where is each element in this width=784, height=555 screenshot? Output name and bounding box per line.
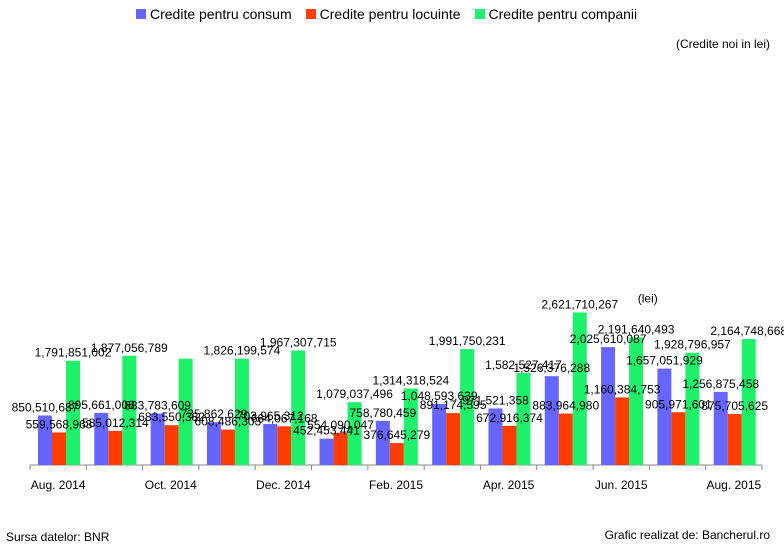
data-label-1-7: 891,174,595 — [420, 398, 487, 412]
bar-0-12 — [713, 391, 728, 465]
bar-1-8 — [502, 425, 517, 465]
bar-0-8 — [488, 408, 503, 465]
x-tick-label-4: Dec. 2014 — [256, 478, 311, 492]
x-tick-label-6: Feb. 2015 — [369, 478, 423, 492]
legend: Credite pentru consum Credite pentru loc… — [136, 6, 637, 22]
data-label-1-1: 585,012,314 — [82, 416, 149, 430]
legend-swatch-consum — [136, 9, 146, 19]
legend-label-companii: Credite pentru companii — [488, 6, 638, 22]
bar-2-0 — [66, 360, 80, 465]
bar-0-3 — [206, 422, 221, 465]
data-label-2-9: 2,621,710,267 — [541, 297, 618, 311]
bar-2-7 — [460, 349, 475, 465]
data-label-2-5: 1,079,037,496 — [316, 387, 393, 401]
data-label-0-1: 895,661,008 — [68, 398, 135, 412]
bar-1-1 — [108, 430, 123, 465]
bar-1-7 — [446, 413, 461, 465]
bar-2-12 — [741, 339, 756, 465]
bar-2-9 — [572, 312, 587, 465]
bar-0-11 — [657, 368, 672, 465]
bar-2-1 — [122, 355, 137, 465]
bar-2-4 — [291, 350, 306, 465]
data-label-0-11: 1,657,051,929 — [626, 354, 703, 368]
bar-0-1 — [94, 412, 109, 465]
bar-2-3 — [234, 358, 249, 465]
bar-0-6 — [375, 420, 390, 465]
bar-1-12 — [727, 414, 742, 465]
data-label-0-3: 735,862,629 — [181, 407, 248, 421]
data-label-2-12: 2,164,748,668 — [710, 324, 784, 338]
data-label-0-0: 850,510,687 — [12, 401, 79, 415]
data-source: Sursa datelor: BNR — [6, 530, 110, 544]
bar-2-10 — [629, 337, 644, 465]
bar-0-7 — [432, 403, 447, 465]
bar-1-11 — [671, 412, 686, 465]
bar-1-3 — [220, 429, 235, 465]
data-label-2-0: 1,791,851,002 — [35, 346, 112, 360]
data-label-1-8: 672,916,374 — [476, 411, 543, 425]
chart-credit: Grafic realizat de: Bancherul.ro — [604, 528, 770, 542]
data-label-1-9: 883,964,980 — [532, 399, 599, 413]
x-tick-label-0: Aug. 2014 — [31, 478, 86, 492]
data-label-1-4: 664,067,168 — [251, 411, 318, 425]
legend-item-companii: Credite pentru companii — [474, 6, 638, 22]
bar-0-10 — [601, 347, 616, 465]
data-label-1-12: 875,705,625 — [701, 399, 768, 413]
bar-2-6 — [403, 388, 418, 465]
bar-0-5 — [319, 438, 334, 465]
bar-1-2 — [164, 425, 179, 465]
bar-0-0 — [38, 415, 52, 465]
bar-0-2 — [150, 413, 165, 465]
bar-1-0 — [52, 432, 66, 465]
x-tick-label-2: Oct. 2014 — [145, 478, 197, 492]
x-tick-label-10: Jun. 2015 — [595, 478, 648, 492]
data-label-0-9: 1,526,376,288 — [513, 361, 590, 375]
data-label-0-4: 703,965,312 — [237, 409, 304, 423]
data-label-2-6: 1,314,318,524 — [372, 374, 449, 388]
data-label-0-7: 1,048,593,639 — [401, 389, 478, 403]
data-label-1-11: 905,971,601 — [645, 397, 712, 411]
data-label-1-2: 683,550,382 — [138, 410, 205, 424]
data-label-2-11: 1,928,796,957 — [654, 338, 731, 352]
data-label-1-5: 554,090,047 — [307, 418, 374, 432]
data-label-2-8: 1,582,527,417 — [485, 358, 562, 372]
data-label-0-5: 452,453,441 — [293, 424, 360, 438]
legend-swatch-companii — [474, 9, 485, 19]
bar-1-6 — [389, 443, 404, 465]
bar-2-8 — [516, 372, 531, 465]
data-label-2-7: 1,991,750,231 — [429, 334, 506, 348]
bar-0-4 — [263, 424, 278, 465]
legend-item-consum: Credite pentru consum — [136, 6, 292, 22]
bar-1-10 — [615, 397, 630, 465]
legend-swatch-locuinte — [305, 9, 316, 19]
legend-label-locuinte: Credite pentru locuinte — [319, 6, 461, 22]
bar-2-5 — [347, 402, 362, 465]
bar-0-9 — [544, 376, 559, 465]
bar-2-2 — [178, 358, 193, 465]
data-label-2-1: 1,877,056,789 — [91, 341, 168, 355]
data-label-0-2: 883,783,609 — [124, 399, 191, 413]
x-tick-label-12: Aug. 2015 — [706, 478, 761, 492]
legend-item-locuinte: Credite pentru locuinte — [305, 6, 461, 22]
data-label-2-10: 2,191,640,493 — [598, 322, 675, 336]
data-label-1-3: 608,486,303 — [195, 415, 262, 429]
bar-1-9 — [558, 413, 573, 465]
data-label-1-10: 1,160,384,753 — [584, 382, 661, 396]
units-note: (Credite noi in lei) — [675, 37, 770, 51]
legend-label-consum: Credite pentru consum — [150, 6, 292, 22]
data-label-2-4: 1,967,307,715 — [260, 336, 337, 350]
data-label-1-0: 559,568,963 — [26, 417, 93, 431]
bar-1-4 — [277, 426, 292, 465]
bar-1-5 — [333, 432, 348, 465]
data-label-0-6: 758,780,459 — [349, 406, 416, 420]
data-label-0-8: 971,521,358 — [462, 393, 529, 407]
data-label-0-12: 1,256,875,458 — [682, 377, 759, 391]
x-tick-label-8: Apr. 2015 — [483, 478, 535, 492]
bar-2-11 — [685, 352, 700, 465]
data-label-1-6: 376,645,279 — [363, 428, 430, 442]
data-label-0-10: 2,025,610,087 — [570, 332, 647, 346]
data-label-2-3: 1,826,199,574 — [204, 344, 281, 358]
annotation-0: (lei) — [638, 291, 658, 305]
